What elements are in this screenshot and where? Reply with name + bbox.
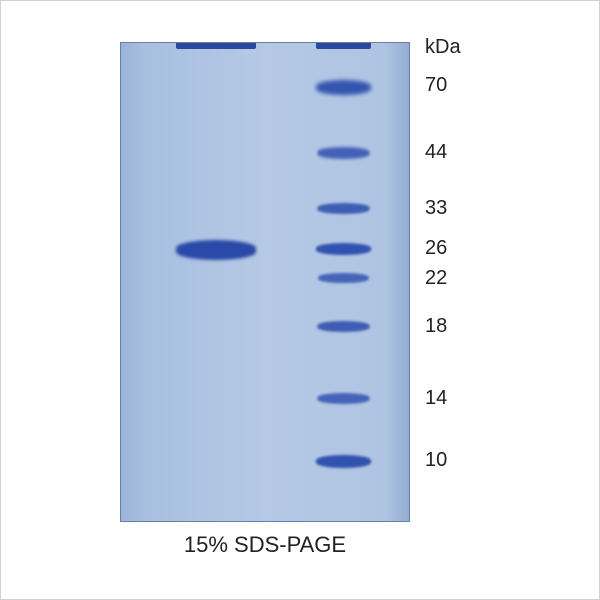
marker-label: 33 — [425, 197, 447, 220]
sample-lane — [176, 43, 256, 521]
gel-band — [316, 455, 371, 468]
marker-label: 10 — [425, 449, 447, 472]
gel-band — [317, 393, 369, 404]
gel-band — [316, 243, 371, 255]
marker-label: 26 — [425, 237, 447, 260]
unit-label: kDa — [425, 36, 461, 59]
marker-label: 22 — [425, 267, 447, 290]
gel-band — [176, 240, 256, 260]
ladder-well — [316, 43, 371, 49]
gel-band — [316, 80, 371, 95]
marker-label: 18 — [425, 315, 447, 338]
sample-well — [176, 43, 256, 49]
gel-band — [317, 321, 369, 332]
ladder-lane — [316, 43, 371, 521]
marker-label: 14 — [425, 387, 447, 410]
gel-background — [120, 42, 410, 522]
gel-caption: 15% SDS-PAGE — [120, 532, 410, 558]
gel-band — [318, 273, 369, 283]
gel-band — [317, 203, 369, 214]
marker-label: 70 — [425, 74, 447, 97]
marker-label: 44 — [425, 141, 447, 164]
gel-band — [317, 147, 369, 159]
gel-figure: kDa 70 44 33 26 22 18 14 10 15% SDS-PAGE — [120, 30, 480, 570]
